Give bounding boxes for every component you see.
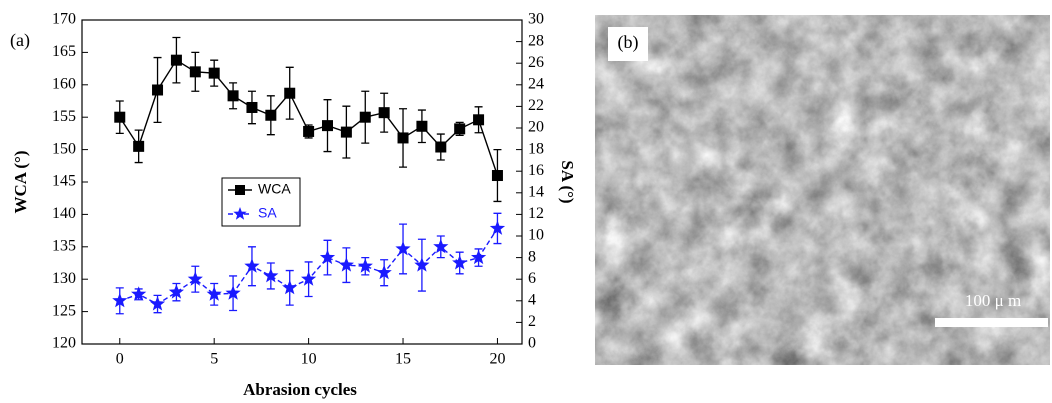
y-axis-title: WCA (°) bbox=[11, 151, 30, 214]
y-tick-label: 170 bbox=[52, 11, 76, 28]
y-tick-label: 120 bbox=[52, 335, 76, 352]
marker bbox=[225, 285, 241, 300]
marker bbox=[321, 120, 333, 132]
x-tick-label: 5 bbox=[210, 351, 218, 368]
marker bbox=[338, 257, 354, 272]
x-tick-label: 10 bbox=[301, 351, 317, 368]
y2-tick-label: 12 bbox=[528, 205, 544, 222]
x-tick-label: 15 bbox=[395, 351, 411, 368]
marker bbox=[168, 284, 184, 299]
marker bbox=[187, 271, 203, 286]
legend-marker bbox=[233, 207, 247, 220]
marker bbox=[395, 241, 411, 256]
marker bbox=[246, 101, 258, 113]
y-tick-label: 150 bbox=[52, 140, 76, 157]
x-axis-title: Abrasion cycles bbox=[243, 380, 357, 399]
y-tick-label: 145 bbox=[52, 173, 76, 190]
y-tick-label: 160 bbox=[52, 75, 76, 92]
y2-tick-label: 6 bbox=[528, 270, 536, 287]
marker bbox=[435, 141, 447, 153]
y2-tick-label: 2 bbox=[528, 313, 536, 330]
marker bbox=[319, 249, 336, 265]
marker bbox=[359, 111, 371, 123]
sem-image: (b) 100 μ m bbox=[595, 15, 1050, 365]
marker bbox=[433, 238, 449, 254]
marker bbox=[284, 87, 296, 99]
y2-tick-label: 0 bbox=[528, 335, 536, 352]
y-tick-label: 155 bbox=[52, 108, 76, 125]
marker bbox=[152, 84, 164, 96]
marker bbox=[301, 271, 317, 286]
marker bbox=[133, 140, 145, 152]
panel-label-box bbox=[608, 27, 648, 61]
marker bbox=[244, 258, 260, 273]
marker bbox=[416, 120, 428, 132]
marker bbox=[227, 90, 239, 102]
marker bbox=[265, 109, 277, 121]
y2-tick-label: 14 bbox=[528, 183, 544, 200]
marker bbox=[206, 286, 222, 301]
marker bbox=[208, 67, 220, 79]
y-tick-label: 140 bbox=[52, 205, 76, 222]
y2-tick-label: 18 bbox=[528, 140, 544, 157]
marker bbox=[189, 66, 201, 78]
marker bbox=[357, 258, 373, 273]
marker bbox=[170, 54, 182, 66]
legend-label: WCA bbox=[258, 181, 291, 197]
marker bbox=[114, 111, 126, 123]
marker bbox=[376, 264, 392, 280]
y2-tick-label: 30 bbox=[528, 11, 544, 28]
marker bbox=[112, 292, 128, 308]
marker bbox=[454, 123, 466, 135]
x-tick-label: 20 bbox=[489, 351, 505, 368]
scale-label: 100 μ m bbox=[965, 291, 1021, 310]
marker bbox=[149, 296, 166, 311]
plot-frame bbox=[81, 19, 523, 345]
marker bbox=[282, 279, 298, 295]
series bbox=[112, 212, 506, 315]
marker bbox=[303, 125, 315, 137]
y2-axis-title: SA (°) bbox=[558, 160, 577, 203]
scale-bar bbox=[935, 318, 1048, 327]
x-tick-label: 0 bbox=[116, 351, 124, 368]
marker bbox=[489, 220, 506, 235]
y2-tick-label: 26 bbox=[528, 54, 544, 71]
y-tick-label: 135 bbox=[52, 237, 76, 254]
y2-tick-label: 24 bbox=[528, 75, 544, 92]
series bbox=[114, 36, 503, 203]
y2-tick-label: 16 bbox=[528, 162, 544, 179]
y2-tick-label: 28 bbox=[528, 32, 544, 49]
marker bbox=[473, 114, 485, 126]
panel-label: (a) bbox=[10, 30, 30, 51]
legend-marker bbox=[235, 185, 245, 195]
y-tick-label: 130 bbox=[52, 270, 76, 287]
y2-tick-label: 20 bbox=[528, 119, 544, 136]
marker bbox=[340, 126, 352, 138]
marker bbox=[491, 170, 503, 182]
y-tick-label: 125 bbox=[52, 302, 76, 319]
y-tick-label: 165 bbox=[52, 43, 76, 60]
legend-label: SA bbox=[258, 205, 277, 221]
panel-label: (b) bbox=[618, 32, 639, 53]
marker bbox=[414, 257, 430, 272]
marker bbox=[263, 268, 279, 283]
marker bbox=[397, 132, 409, 144]
marker bbox=[131, 286, 147, 301]
marker bbox=[452, 255, 468, 270]
y2-tick-label: 10 bbox=[528, 227, 544, 244]
marker bbox=[378, 107, 390, 119]
y2-tick-label: 22 bbox=[528, 97, 544, 114]
sem-texture bbox=[595, 15, 1050, 365]
y2-tick-label: 8 bbox=[528, 248, 536, 265]
marker bbox=[471, 249, 487, 265]
y2-tick-label: 4 bbox=[528, 291, 536, 308]
